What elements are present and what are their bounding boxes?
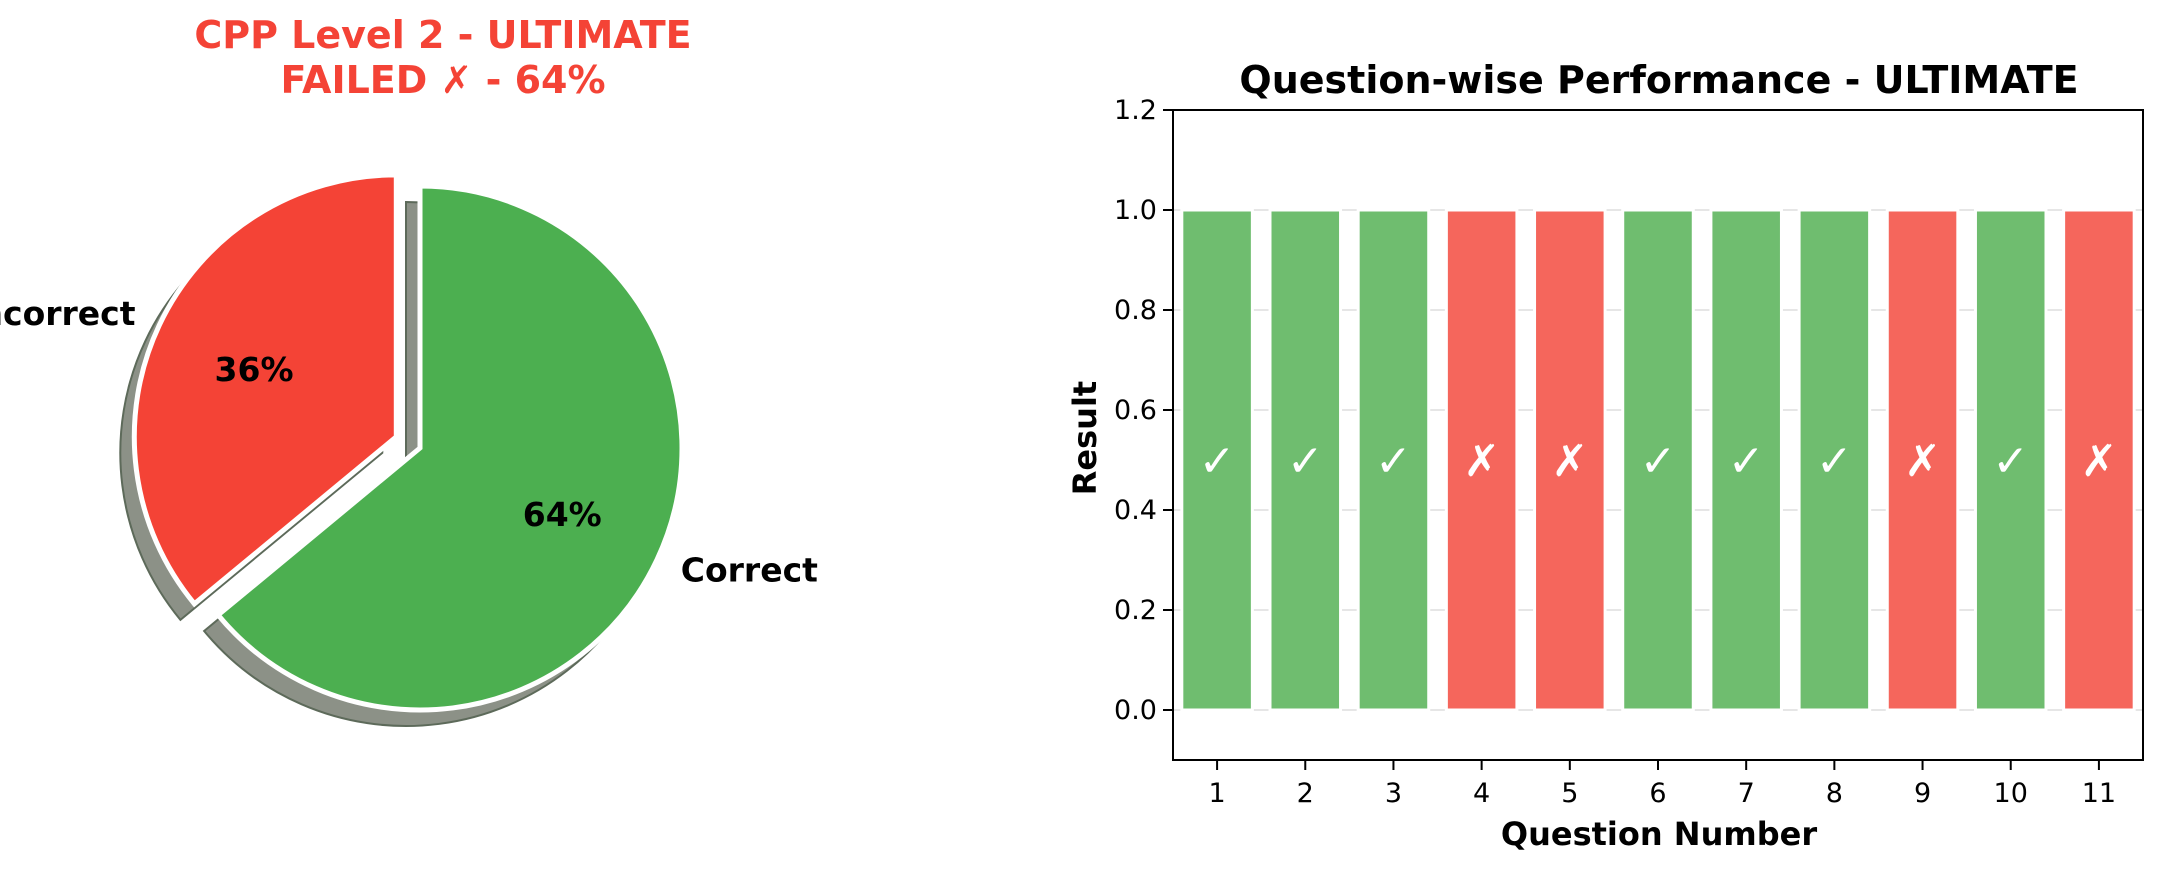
bar-mark-label: ✗ [2080, 436, 2117, 487]
bar-question-5 [1533, 208, 1607, 712]
bar-mark-label: ✓ [1287, 436, 1324, 487]
bar-question-7 [1709, 208, 1783, 712]
bar-title: Question-wise Performance - ULTIMATE [1239, 58, 2078, 102]
pie-slice-correct [214, 183, 685, 713]
y-tick-label: 1.2 [1114, 95, 1157, 126]
bar-mark-label: ✓ [1199, 436, 1236, 487]
x-tick-label: 7 [1738, 778, 1755, 809]
y-axis-label: Result [1066, 381, 1104, 495]
pie-label-correct: Correct [681, 551, 818, 590]
x-tick-label: 1 [1208, 778, 1225, 809]
bar-question-6 [1621, 208, 1695, 712]
pie-slice-incorrect [131, 172, 399, 608]
bar-mark-label: ✗ [1904, 436, 1941, 487]
x-tick-label: 4 [1473, 778, 1490, 809]
bar-mark-label: ✗ [1463, 436, 1500, 487]
bar-chart: Question-wise Performance - ULTIMATE ✓ ✓ ✓… [1066, 58, 2144, 853]
bar-question-10 [1973, 208, 2048, 712]
bar-question-8 [1797, 208, 1872, 712]
x-axis-label: Question Number [1501, 815, 1817, 853]
bar-question-1 [1180, 208, 1254, 712]
bar-mark-label: ✓ [1992, 436, 2029, 487]
y-tick-label: 0.4 [1114, 495, 1157, 526]
x-tick-label: 10 [1994, 778, 2028, 809]
bar-question-9 [1885, 208, 1960, 712]
x-tick-label: 8 [1826, 778, 1843, 809]
x-tick-label: 5 [1561, 778, 1578, 809]
x-tick-label: 11 [2082, 778, 2116, 809]
x-tick-label: 2 [1297, 778, 1314, 809]
y-tick-label: 0.8 [1114, 295, 1157, 326]
pie-pct-incorrect: 36% [215, 350, 294, 389]
bar-mark-label: ✓ [1728, 436, 1765, 487]
bar-mark-label: ✓ [1375, 436, 1412, 487]
pie-label-incorrect: Incorrect [0, 294, 136, 333]
bar-mark-label: ✓ [1640, 436, 1677, 487]
bar-mark-label: ✗ [1551, 436, 1588, 487]
y-tick-label: 0.0 [1114, 695, 1157, 726]
pie-title-line2: FAILED ✗ - 64% [280, 58, 605, 102]
bar-mark-label: ✓ [1816, 436, 1853, 487]
x-tick-label: 3 [1385, 778, 1402, 809]
bar-question-11 [2062, 208, 2136, 712]
y-tick-label: 0.6 [1114, 395, 1157, 426]
y-tick-label: 1.0 [1114, 195, 1157, 226]
bar-question-3 [1356, 208, 1431, 712]
bar-question-4 [1444, 208, 1519, 712]
pie-title-line1: CPP Level 2 - ULTIMATE [194, 13, 691, 57]
bar-question-2 [1268, 208, 1343, 712]
x-tick-label: 6 [1649, 778, 1666, 809]
y-tick-label: 0.2 [1114, 595, 1157, 626]
pie-chart: CPP Level 2 - ULTIMATE FAILED ✗ - 64% Co… [0, 13, 818, 727]
x-tick-label: 9 [1914, 778, 1931, 809]
pie-pct-correct: 64% [523, 495, 602, 534]
